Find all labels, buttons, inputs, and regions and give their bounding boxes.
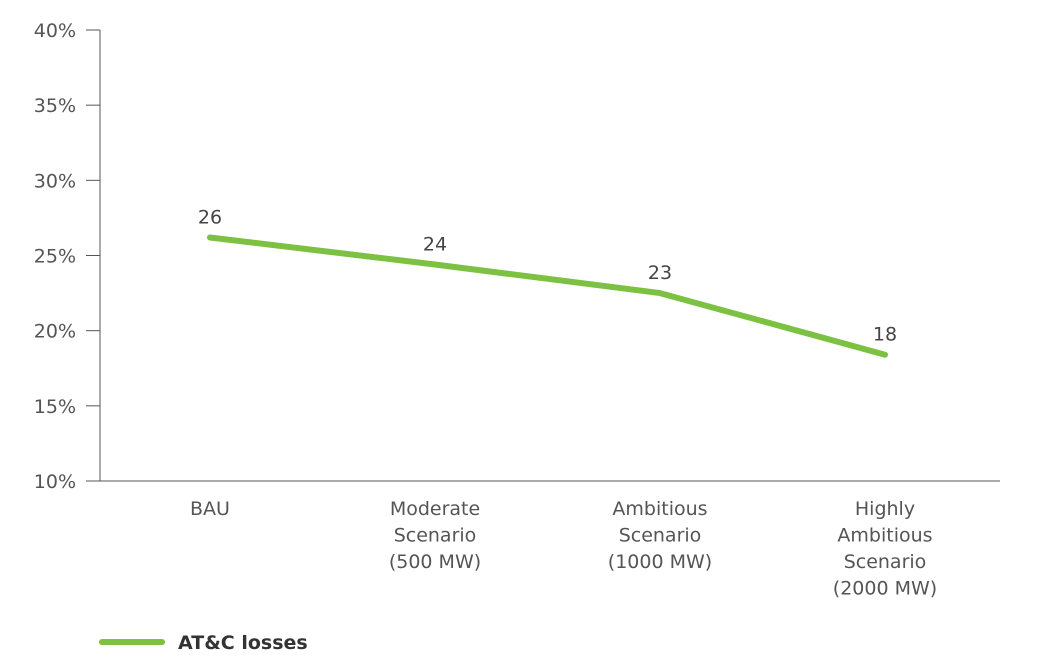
y-tick-label: 10% bbox=[34, 471, 76, 493]
x-category-label: BAU bbox=[190, 498, 230, 520]
y-tick-label: 40% bbox=[34, 20, 76, 42]
data-label: 23 bbox=[648, 262, 672, 284]
series-line-atc-losses bbox=[207, 234, 888, 358]
x-category-label: Highly Ambitious Scenario (2000 MW) bbox=[833, 498, 937, 600]
series-group: 26 24 23 18 bbox=[198, 206, 897, 358]
data-label: 26 bbox=[198, 206, 222, 228]
y-tick-label: 25% bbox=[34, 246, 76, 268]
y-axis: 10% 15% 20% 25% 30% 35% 40% bbox=[34, 20, 101, 493]
x-axis: BAU Moderate Scenario (500 MW) Ambitious Scen… bbox=[100, 480, 1000, 600]
y-tick-label: 30% bbox=[34, 170, 76, 192]
x-category-label: Ambitious Scenario (1000 MW) bbox=[608, 498, 712, 573]
y-tick-label: 35% bbox=[34, 95, 76, 117]
y-tick-label: 15% bbox=[34, 396, 76, 418]
y-tick-label: 20% bbox=[34, 321, 76, 343]
data-label: 24 bbox=[423, 234, 447, 256]
legend-label: AT&C losses bbox=[178, 632, 308, 654]
data-label: 18 bbox=[873, 324, 897, 346]
x-category-label: Moderate Scenario (500 MW) bbox=[389, 498, 481, 573]
legend: AT&C losses bbox=[99, 632, 308, 654]
